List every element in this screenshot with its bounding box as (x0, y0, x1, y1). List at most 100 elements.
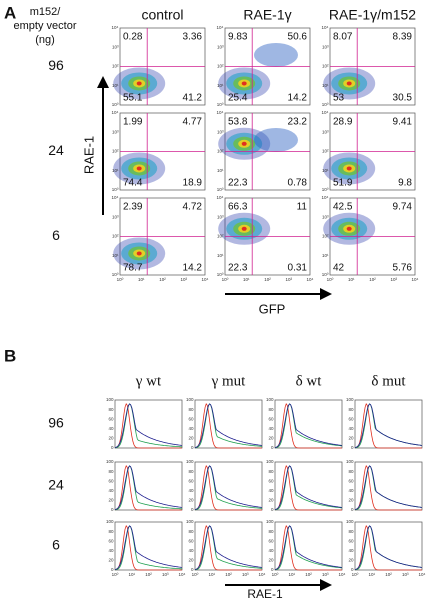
y-tick-label: 40 (108, 548, 114, 553)
y-tick-label: 20 (108, 498, 114, 503)
y-tick-label: 0 (111, 567, 114, 572)
y-tick-label: 10² (322, 234, 329, 239)
plot-frame (194, 461, 263, 511)
y-tick-label: 40 (188, 548, 194, 553)
y-tick-label: 20 (348, 436, 354, 441)
plot-frame (354, 399, 423, 449)
y-tick-label: 10² (217, 234, 224, 239)
y-axis-label: RAE-1 (81, 136, 96, 174)
y-tick-label: 10² (217, 149, 224, 154)
y-tick-label: 100 (106, 459, 114, 464)
y-tick-label: 40 (188, 426, 194, 431)
x-tick-label: 10⁰ (192, 572, 199, 577)
y-tick-label: 40 (268, 426, 274, 431)
x-tick-label: 10³ (402, 572, 409, 577)
histogram (114, 465, 182, 511)
y-tick-label: 100 (106, 397, 114, 402)
y-tick-label: 10⁴ (322, 110, 329, 115)
histogram (194, 403, 262, 449)
y-tick-label: 60 (188, 416, 194, 421)
x-tick-label: 10⁴ (412, 277, 419, 282)
y-tick-label: 100 (346, 459, 354, 464)
y-tick-label: 0 (191, 567, 194, 572)
y-tick-label: 60 (268, 416, 274, 421)
x-tick-label: 10⁰ (352, 572, 359, 577)
quadrant-value: 1.99 (123, 117, 143, 128)
x-tick-label: 10⁴ (202, 277, 209, 282)
histogram (114, 403, 182, 449)
y-tick-label: 60 (268, 538, 274, 543)
y-tick-label: 10⁴ (217, 25, 224, 30)
quadrant-value: 42 (333, 263, 345, 274)
x-tick-label: 10¹ (348, 277, 355, 282)
x-tick-label: 10¹ (138, 277, 145, 282)
quadrant-value: 28.9 (333, 117, 353, 128)
quadrant-value: 66.3 (228, 202, 248, 213)
y-tick-label: 0 (191, 445, 194, 450)
y-tick-label: 20 (188, 436, 194, 441)
y-tick-label: 40 (348, 548, 354, 553)
y-tick-label: 40 (108, 426, 114, 431)
x-tick-label: 10⁴ (179, 572, 186, 577)
y-tick-label: 60 (268, 478, 274, 483)
row-label: 6 (52, 227, 60, 243)
y-tick-label: 10³ (322, 129, 329, 134)
y-tick-label: 100 (346, 519, 354, 524)
quadrant-value: 53 (333, 93, 345, 104)
y-tick-label: 100 (346, 397, 354, 402)
x-tick-label: 10⁰ (112, 572, 119, 577)
y-tick-label: 20 (268, 558, 274, 563)
y-tick-label: 10¹ (112, 168, 119, 173)
density-cloud (136, 166, 142, 171)
histogram (194, 465, 263, 511)
row-label: 24 (48, 142, 64, 158)
y-tick-label: 80 (188, 469, 194, 474)
y-tick-label: 10⁴ (322, 25, 329, 30)
plot-frame (194, 399, 263, 449)
quadrant-value: 50.6 (288, 32, 308, 43)
quadrant-value: 0.78 (288, 178, 308, 189)
y-tick-label: 10¹ (322, 253, 329, 258)
quadrant-value: 25.4 (228, 93, 248, 104)
y-tick-label: 100 (266, 459, 274, 464)
x-tick-label: 10³ (162, 572, 169, 577)
y-tick-label: 10³ (112, 214, 119, 219)
histogram (194, 465, 262, 511)
y-tick-label: 10⁰ (217, 272, 224, 277)
y-tick-label: 0 (271, 507, 274, 512)
histogram (114, 525, 182, 571)
y-tick-label: 80 (268, 529, 274, 534)
y-tick-label: 0 (351, 567, 354, 572)
plot-frame (114, 399, 183, 449)
y-tick-label: 10¹ (322, 83, 329, 88)
y-tick-label: 20 (268, 436, 274, 441)
y-tick-label: 10³ (112, 44, 119, 49)
x-tick-label: 10⁰ (272, 572, 279, 577)
density-cloud (241, 141, 247, 146)
y-tick-label: 10² (322, 149, 329, 154)
histogram (114, 403, 183, 449)
histogram (274, 403, 342, 449)
x-tick-label: 10⁴ (307, 277, 314, 282)
x-tick-label: 10¹ (208, 572, 215, 577)
arrow-head (97, 76, 109, 88)
histogram (114, 403, 182, 449)
y-tick-label: 10¹ (217, 253, 224, 258)
y-tick-label: 40 (268, 488, 274, 493)
plot-frame (114, 461, 183, 511)
quadrant-value: 2.39 (123, 202, 143, 213)
column-header: δ wt (296, 373, 323, 389)
density-cloud (136, 81, 142, 86)
quadrant-value: 30.5 (393, 93, 413, 104)
density-cloud (136, 251, 142, 256)
x-tick-label: 10² (369, 277, 376, 282)
y-tick-label: 80 (108, 407, 114, 412)
y-tick-label: 40 (108, 488, 114, 493)
y-tick-label: 80 (348, 529, 354, 534)
density-cloud (254, 42, 298, 67)
y-tick-label: 80 (348, 407, 354, 412)
quadrant-value: 9.83 (228, 32, 248, 43)
column-header: RAE-1γ (243, 7, 291, 23)
x-tick-label: 10³ (322, 572, 329, 577)
quadrant-value: 55.1 (123, 93, 143, 104)
